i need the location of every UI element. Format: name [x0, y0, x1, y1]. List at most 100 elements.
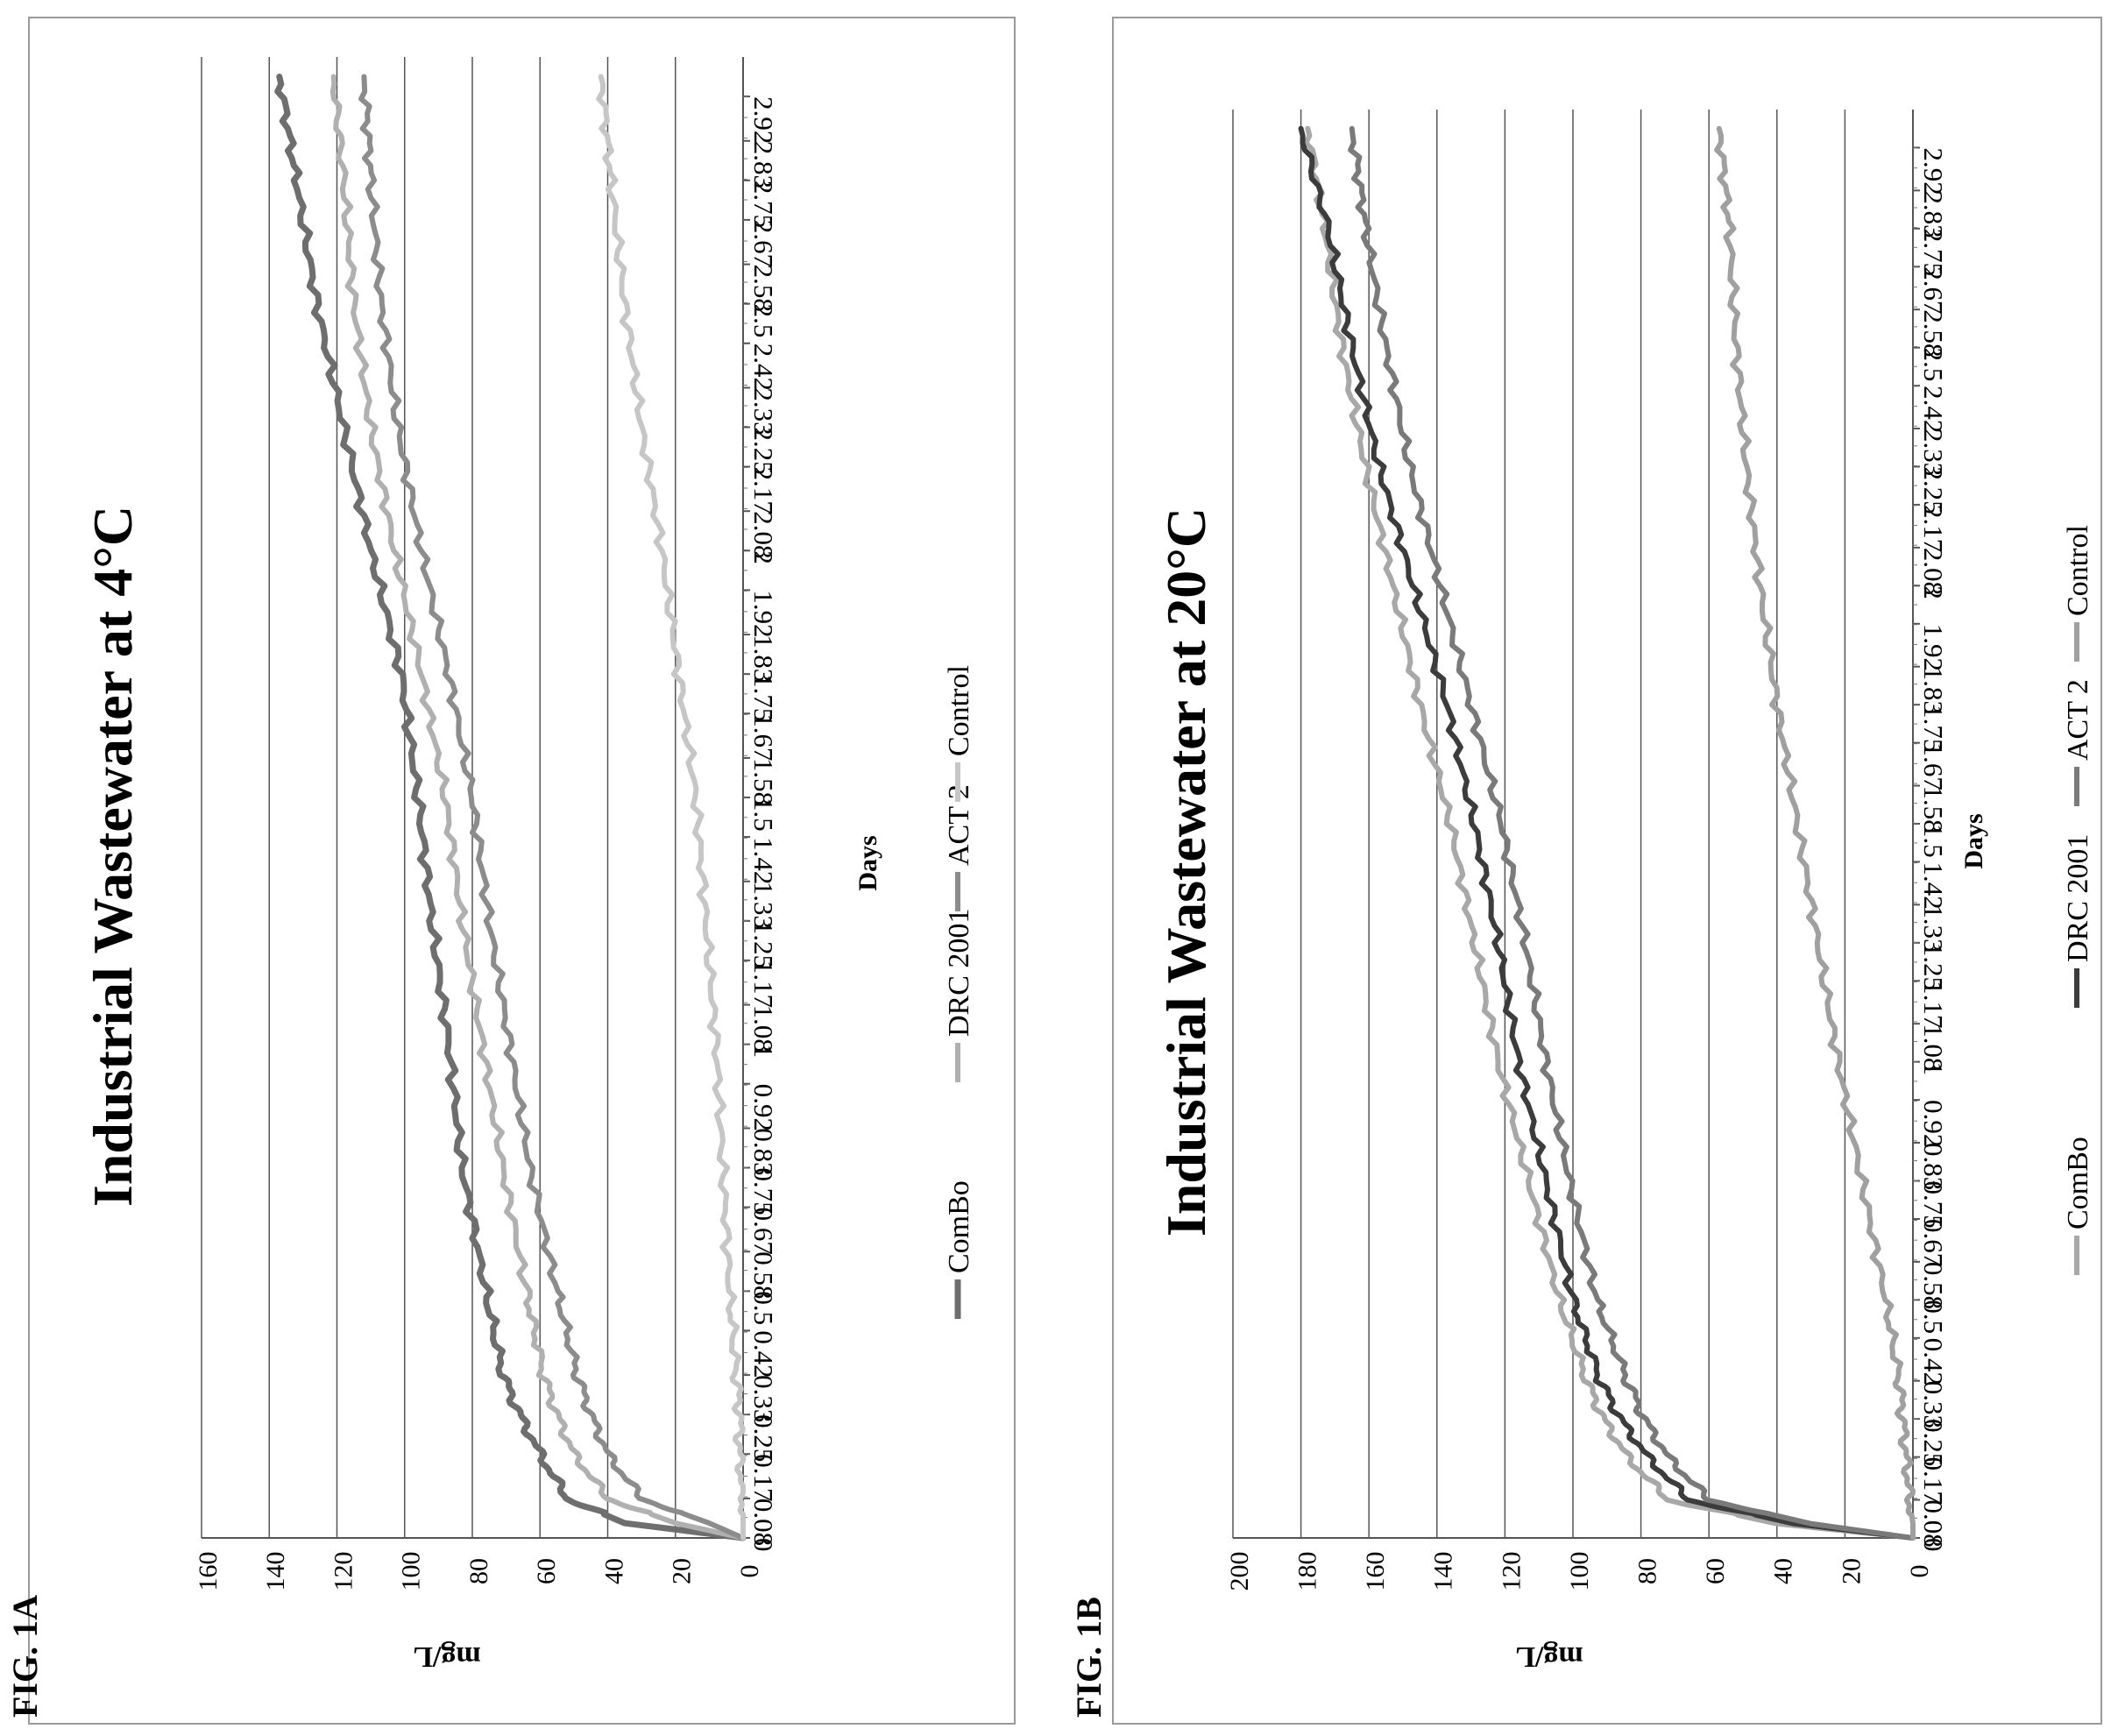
- figure-1b-y-tick-label: 120: [1497, 1552, 1526, 1591]
- figure-1b-series-line-drc-2001: [1298, 125, 1916, 1541]
- figure-1a-y-tick-label: 120: [329, 1552, 358, 1591]
- figure-1b-series-line-combo: [1303, 125, 1916, 1541]
- figure-1b-x-tick-label: 1.75: [1918, 705, 1949, 752]
- figure-1b-x-tick-label: 0.17: [1918, 1457, 1949, 1505]
- figure-1b-x-tick-label: 0.25: [1918, 1419, 1949, 1466]
- figure-1b-y-tick-label: 140: [1429, 1552, 1458, 1591]
- figure-1a-x-tick-label: 0.83: [748, 1128, 779, 1175]
- figure-1a-plot: 02040608010012014016000.080.170.250.330.…: [194, 57, 779, 1591]
- figure-1b-x-tick-label: 2.17: [1918, 505, 1949, 552]
- figure-1a-x-tick-label: 2.33: [748, 387, 779, 435]
- figure-1b-y-tick-label: 60: [1701, 1558, 1730, 1584]
- figure-1a-x-tick-label: 0.17: [748, 1454, 779, 1501]
- figure-1b-x-tick-label: 0.75: [1918, 1181, 1949, 1229]
- figure-1b-y-tick-label: 100: [1565, 1552, 1594, 1591]
- figure-1a-x-tick-label: 1.25: [748, 921, 779, 968]
- figure-1b-legend-label-act-2: ACT 2: [2062, 679, 2094, 761]
- figure-1b-series-line-control: [1714, 125, 1916, 1541]
- figure-1b-x-tick-label: 2.42: [1918, 386, 1949, 433]
- figure-1b-x-tick-label: 1.67: [1918, 743, 1949, 790]
- figure-1a-x-tick-label: 1.33: [748, 882, 779, 929]
- figure-1a-y-tick-label: 140: [261, 1552, 290, 1591]
- figure-1a-x-tick-label: 2.83: [748, 141, 779, 188]
- figure-1b-x-tick-label: 0: [1918, 1538, 1949, 1552]
- figure-1a-y-axis-label: mg/L: [413, 1640, 480, 1673]
- figure-1a-y-tick-label: 100: [397, 1552, 426, 1591]
- figure-1a-x-tick-label: 1.08: [748, 1005, 779, 1052]
- figure-1a-x-tick-label: 1.75: [748, 674, 779, 721]
- figure-1b-x-tick-label: 1.58: [1918, 786, 1949, 833]
- figure-1a-x-tick-label: 0.33: [748, 1375, 779, 1422]
- figure-1a-border: [28, 17, 1016, 1725]
- figure-1b-x-tick-label: 1.83: [1918, 667, 1949, 714]
- figure-1b-y-tick-label: 160: [1361, 1552, 1390, 1591]
- figure-1a-x-axis-label: Days: [854, 835, 882, 890]
- figure-1b-y-tick-label: 200: [1225, 1552, 1254, 1591]
- figure-1b-panel: FIG. 1B Industrial Wastewater at 20°C mg…: [1069, 17, 2102, 1725]
- figure-1a-y-tick-label: 40: [599, 1558, 628, 1584]
- figure-1b-x-tick-label: 2.67: [1918, 266, 1949, 314]
- figure-1a-panel: FIG. 1A Industrial Wastewater at 4°C mg/…: [5, 17, 1016, 1725]
- figure-1a-y-tick-label: 80: [464, 1558, 493, 1584]
- figure-1b-x-tick-label: 0.83: [1918, 1143, 1949, 1190]
- figure-1a-x-tick-label: 1: [748, 1045, 779, 1059]
- figure-1a-y-tick-label: 160: [194, 1552, 223, 1591]
- figure-1a-x-tick-label: 0.5: [748, 1291, 779, 1325]
- figure-1a-legend-label-drc-2001: DRC 2001: [943, 909, 975, 1037]
- figure-1b-x-tick-label: 1.08: [1918, 1024, 1949, 1071]
- figure-1a-x-tick-label: 0.67: [748, 1208, 779, 1255]
- figure-1a-x-tick-label: 2.08: [748, 511, 779, 558]
- figure-1b-legend-label-control: Control: [2062, 525, 2094, 616]
- figure-1a-x-tick-label: 0.25: [748, 1414, 779, 1462]
- figure-1a-x-tick-label: 1.83: [748, 634, 779, 682]
- figure-1b-x-tick-label: 0.92: [1918, 1100, 1949, 1147]
- figure-1a-x-tick-label: 2.17: [748, 467, 779, 514]
- figure-1b-y-tick-label: 20: [1837, 1558, 1866, 1584]
- figure-1b-x-tick-label: 1.17: [1918, 981, 1949, 1028]
- figure-1a-x-tick-label: 2.25: [748, 428, 779, 475]
- figure-1a-y-tick-label: 60: [532, 1558, 561, 1584]
- figure-1b-x-tick-label: 0.33: [1918, 1381, 1949, 1428]
- figure-1b-y-tick-label: 180: [1293, 1552, 1321, 1591]
- figure-1b-y-tick-label: 0: [1905, 1565, 1934, 1578]
- figure-1b-x-tick-label: 0.58: [1918, 1262, 1949, 1309]
- figure-1a-x-tick-label: 0.92: [748, 1084, 779, 1131]
- figure-1a-x-tick-label: 1.67: [748, 713, 779, 761]
- figure-1b-x-tick-label: 0.5: [1918, 1300, 1949, 1334]
- figure-1a-series-line-drc-2001: [329, 74, 746, 1541]
- figure-1a-x-tick-label: 2.92: [748, 96, 779, 144]
- figure-1b-x-tick-label: 2: [1918, 585, 1949, 599]
- figure-1b-border: [1112, 17, 2102, 1725]
- figure-1a-x-tick-label: 2: [748, 550, 779, 564]
- figure-1a-x-tick-label: 2.67: [748, 220, 779, 267]
- figure-1a-y-tick-label: 20: [668, 1558, 697, 1584]
- figure-1b-y-tick-label: 80: [1633, 1558, 1661, 1584]
- figure-1b-x-tick-label: 1.25: [1918, 943, 1949, 990]
- figure-1b-x-tick-label: 0.67: [1918, 1219, 1949, 1266]
- figure-1a-legend-label-control: Control: [943, 665, 975, 756]
- figure-1b-x-tick-label: 2.25: [1918, 467, 1949, 514]
- figure-1b-x-tick-label: 1.92: [1918, 624, 1949, 671]
- figure-1b-x-tick-label: 2.75: [1918, 229, 1949, 276]
- figure-1b-x-tick-label: 1.5: [1918, 824, 1949, 858]
- figure-1b-label: FIG. 1B: [1069, 1597, 1109, 1718]
- figure-1a-x-tick-label: 0.58: [748, 1251, 779, 1299]
- figure-1a-x-tick-label: 2.5: [748, 304, 779, 338]
- figure-1b-x-tick-label: 1.33: [1918, 904, 1949, 952]
- figure-1a-x-tick-label: 1.17: [748, 960, 779, 1008]
- figure-1b-x-tick-label: 2.58: [1918, 309, 1949, 357]
- figure-1a-x-tick-label: 0.08: [748, 1499, 779, 1546]
- figure-1b-x-tick-label: 2.33: [1918, 429, 1949, 476]
- figure-1a-x-tick-label: 2.75: [748, 181, 779, 228]
- figure-1a-x-tick-label: 2.58: [748, 265, 779, 312]
- figure-1a-x-tick-label: 0.42: [748, 1330, 779, 1378]
- figure-1b-y-tick-label: 40: [1769, 1558, 1798, 1584]
- figure-1b-x-tick-label: 2.08: [1918, 548, 1949, 595]
- figure-1a-x-tick-label: 2.42: [748, 344, 779, 391]
- figure-1b-y-axis-label: mg/L: [1515, 1640, 1583, 1673]
- figure-1b-x-tick-label: 2.83: [1918, 190, 1949, 237]
- figure-1b-title: Industrial Wastewater at 20°C: [1155, 507, 1217, 1236]
- figure-1a-x-tick-label: 0: [748, 1538, 779, 1552]
- figure-1b-x-axis-label: Days: [1959, 813, 1988, 868]
